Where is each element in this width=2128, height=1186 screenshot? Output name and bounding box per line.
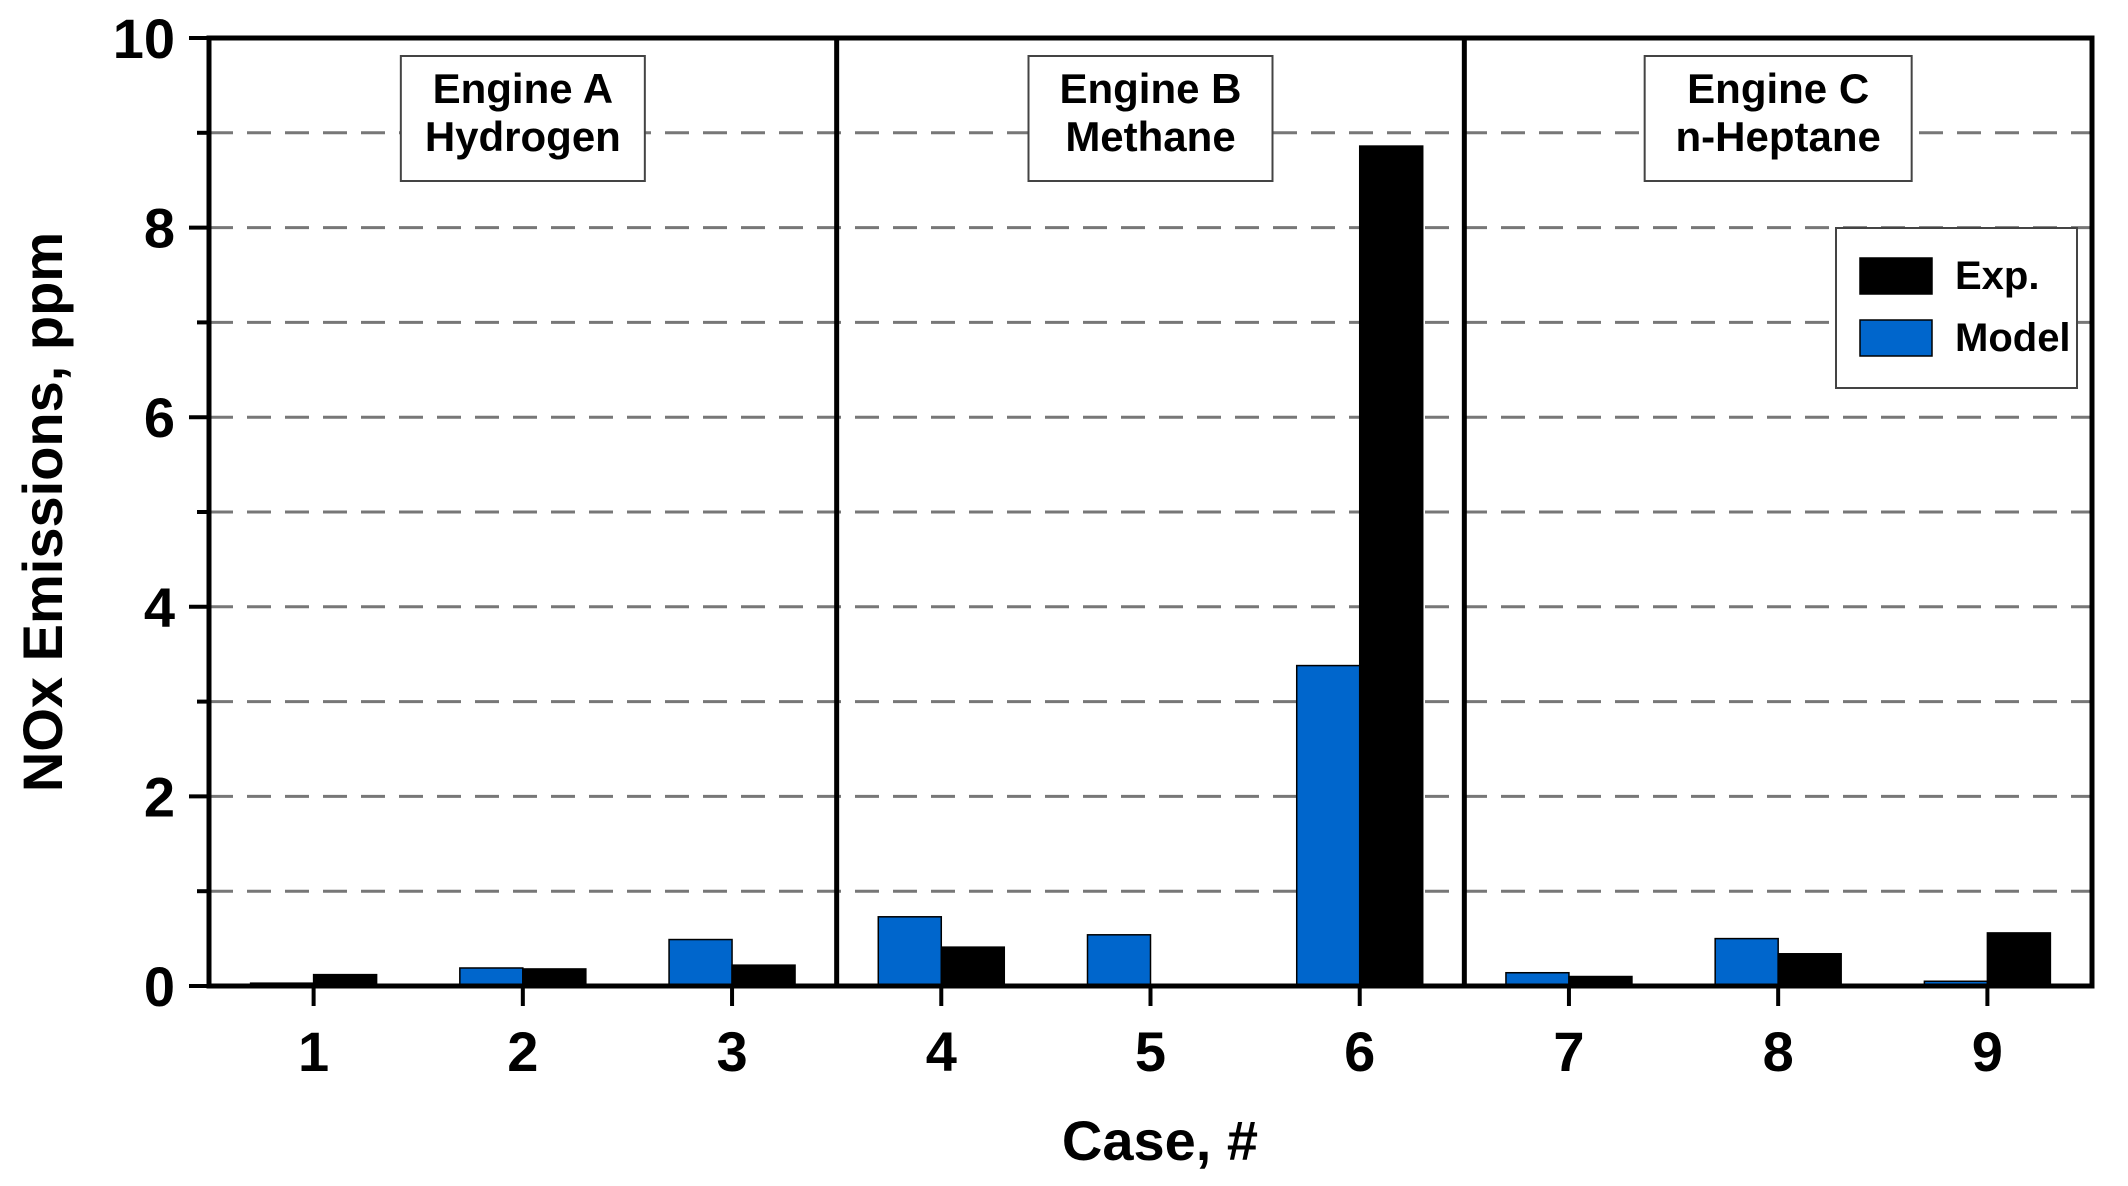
y-tick-label: 10 [113, 7, 175, 70]
bar-model [1295, 664, 1361, 987]
y-axis: 0 2 4 6 8 10 [113, 7, 209, 1018]
bar-model [1086, 934, 1152, 987]
x-tick-label: 2 [507, 1020, 538, 1083]
x-axis-label: Case, # [1062, 1109, 1258, 1172]
legend-box [1835, 227, 2078, 389]
bar-exp [522, 968, 587, 987]
legend-swatch [1859, 319, 1933, 357]
x-tick-label: 5 [1135, 1020, 1166, 1083]
grid-lines [209, 131, 2092, 893]
bar-exp [1777, 953, 1842, 987]
bars [249, 145, 2052, 987]
x-axis: 1 2 3 4 5 6 7 8 9 [298, 986, 2003, 1083]
engine-group-name: Engine B [1059, 65, 1241, 112]
legend: Exp. Model [1835, 227, 2078, 389]
bar-model [877, 916, 943, 987]
engine-dividers [834, 38, 1467, 986]
engine-group-fuel: Methane [1065, 113, 1235, 160]
y-tick-label: 6 [144, 386, 175, 449]
bar-model [459, 967, 524, 987]
y-axis-label: NOx Emissions, ppm [11, 232, 74, 792]
x-tick-label: 9 [1972, 1020, 2003, 1083]
engine-group-fuel: Hydrogen [425, 113, 621, 160]
y-tick-label: 4 [144, 576, 175, 639]
engine-group-box [1643, 55, 1913, 182]
x-tick-label: 6 [1344, 1020, 1375, 1083]
engine-group-name: Engine A [433, 65, 613, 112]
legend-label: Exp. [1955, 254, 2039, 298]
x-tick-label: 4 [926, 1020, 957, 1083]
bar-exp [731, 964, 796, 987]
bar-model [668, 938, 733, 987]
x-tick-label: 1 [298, 1020, 329, 1083]
y-tick-label: 2 [144, 765, 175, 828]
bar-exp [940, 946, 1006, 987]
engine-group-name: Engine C [1687, 65, 1869, 112]
legend-label: Model [1955, 316, 2071, 360]
x-tick-label: 8 [1763, 1020, 1794, 1083]
x-tick-label: 7 [1553, 1020, 1584, 1083]
bar-exp [1986, 932, 2052, 987]
x-tick-label: 3 [716, 1020, 747, 1083]
y-tick-label: 8 [144, 197, 175, 260]
bar-model [1714, 937, 1779, 987]
engine-group-fuel: n-Heptane [1675, 113, 1880, 160]
engine-group-box [399, 55, 646, 182]
engine-group-box [1027, 55, 1274, 182]
y-tick-label: 0 [144, 955, 175, 1018]
legend-swatch [1859, 257, 1933, 295]
bar-exp [1358, 145, 1424, 987]
